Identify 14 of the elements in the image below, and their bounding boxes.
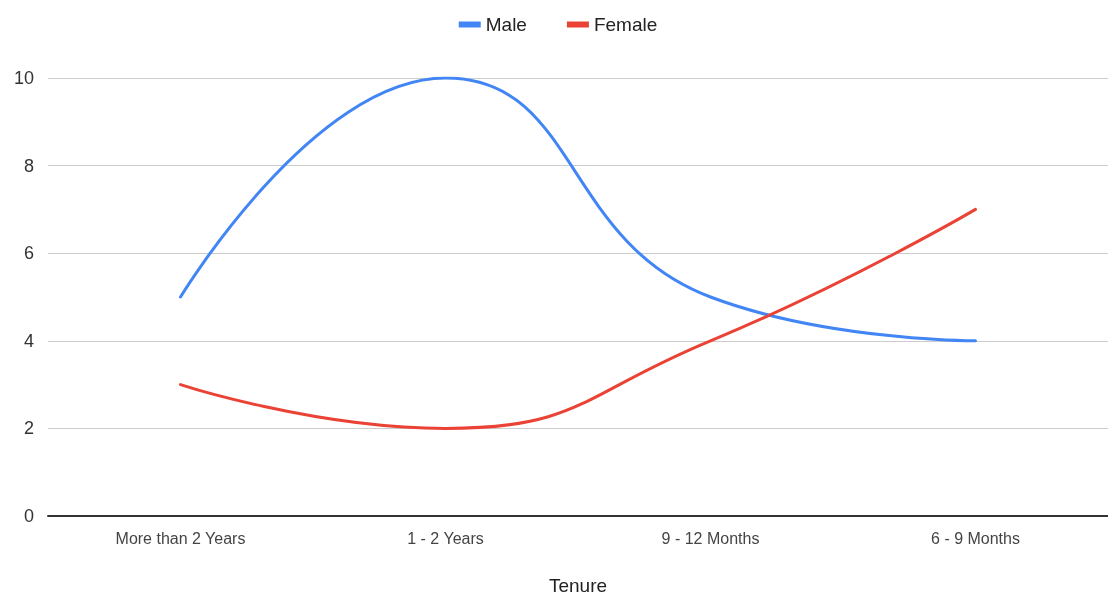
line-series (179, 207, 977, 430)
legend-label: Male (485, 14, 527, 35)
y-tick-label: 8 (23, 155, 34, 176)
x-tick-label: 9 - 12 Months (661, 529, 760, 547)
legend-label: Female (593, 14, 658, 35)
x-tick-label: 6 - 9 Months (931, 529, 1020, 547)
y-tick-label: 0 (23, 506, 34, 526)
y-tick-label: 4 (23, 330, 34, 351)
x-tick-label: 1 - 2 Years (407, 529, 484, 547)
y-tick-label: 10 (13, 68, 34, 88)
x-tick-label: More than 2 Years (115, 529, 246, 547)
y-tick-label: 2 (23, 418, 34, 439)
x-axis-title: Tenure (548, 575, 608, 596)
y-tick-label: 6 (23, 243, 34, 264)
